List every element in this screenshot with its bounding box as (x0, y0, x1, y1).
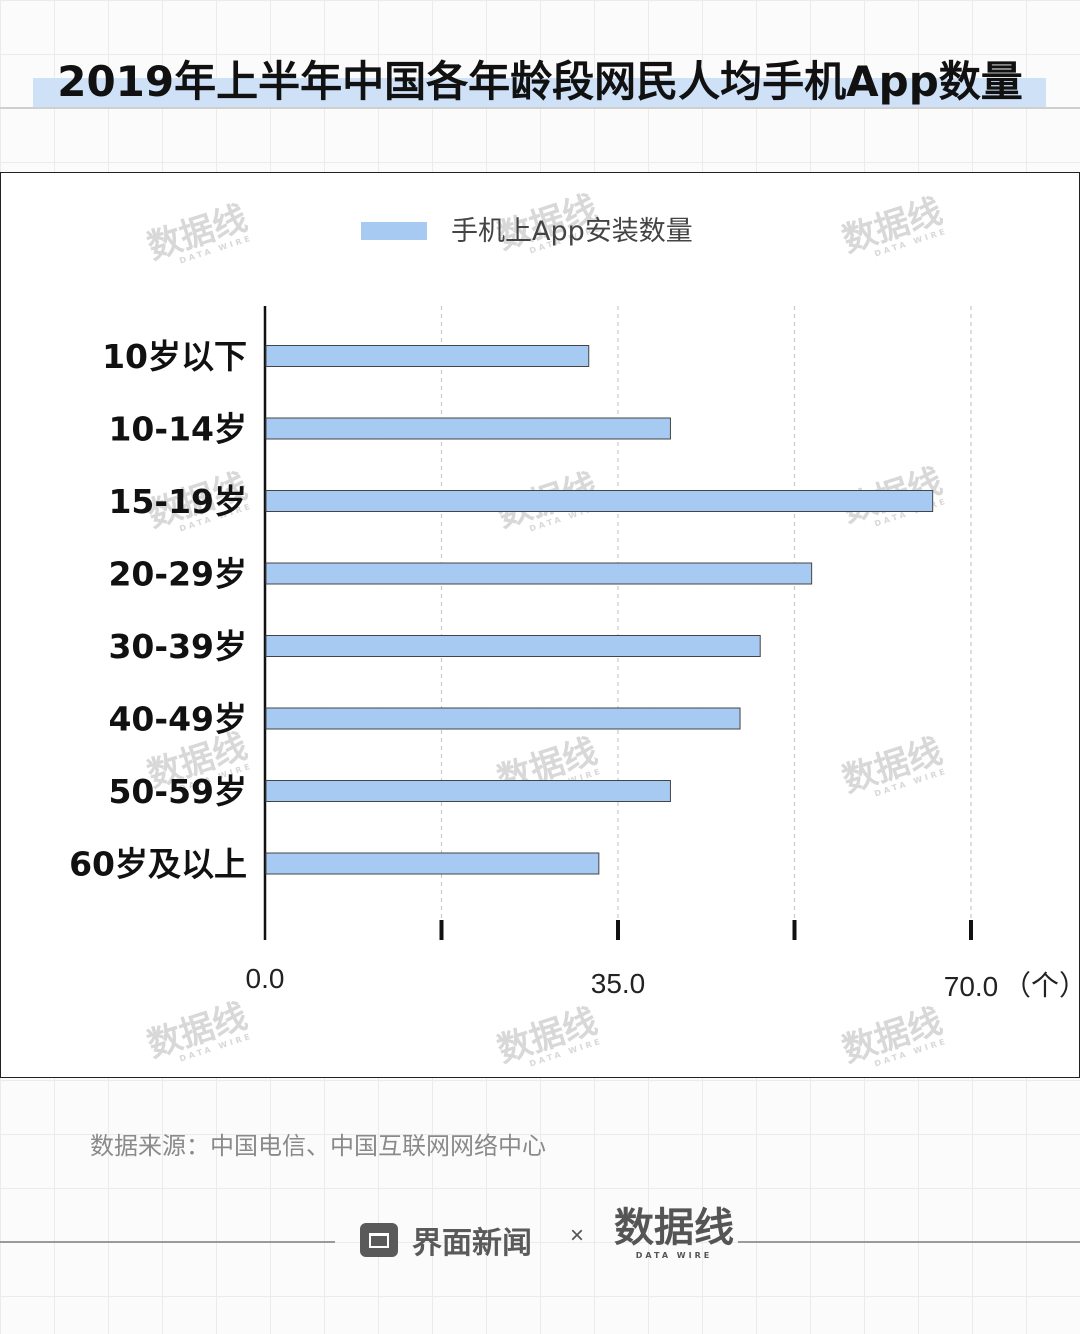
x-tick-label: 70.0 (944, 971, 999, 1002)
bar (265, 852, 600, 875)
data-source: 数据来源：中国电信、中国互联网网络中心 (90, 1132, 546, 1160)
partner-logo: 数据线 DATA WIRE (614, 1205, 734, 1260)
footer-divider (738, 1241, 1080, 1243)
brand-icon (360, 1223, 398, 1257)
bar (265, 780, 671, 802)
title-rule (0, 107, 1080, 109)
bar-chart: 手机上App安装数量 10岁以下 10-14岁 15-19岁 20-29岁 30-39岁 4… (69, 216, 1079, 1002)
category-label: 20-29岁 (108, 555, 247, 594)
times-sign: × (570, 1222, 585, 1249)
bar (265, 345, 590, 367)
bar (265, 562, 813, 585)
category-label: 50-59岁 (108, 772, 247, 811)
category-label: 60岁及以上 (69, 845, 247, 884)
brand-logo: 界面新闻 (360, 1218, 532, 1262)
chart-container: 数据线 DATA WIRE 数据线 DATA WIRE 数据线 DATA WIRE 数… (0, 172, 1080, 1078)
category-label: 10-14岁 (108, 410, 247, 449)
footer-divider (0, 1241, 335, 1243)
legend-swatch (361, 222, 427, 240)
category-label: 15-19岁 (108, 482, 247, 521)
category-label: 30-39岁 (108, 627, 247, 666)
title-highlight (33, 78, 1046, 108)
category-label: 40-49岁 (108, 700, 247, 739)
x-tick-label: 0.0 (246, 963, 285, 994)
x-unit-label: （个） (1003, 969, 1079, 1002)
category-label: 10岁以下 (102, 337, 247, 376)
bar (265, 490, 934, 512)
page-title: 2019年上半年中国各年龄段网民人均手机App数量 (57, 57, 1023, 106)
legend-label: 手机上App安装数量 (451, 216, 693, 247)
bar (265, 417, 671, 440)
x-tick-label: 35.0 (591, 968, 646, 999)
bar (265, 635, 761, 657)
brand-name: 界面新闻 (412, 1226, 532, 1261)
bar (265, 707, 741, 730)
